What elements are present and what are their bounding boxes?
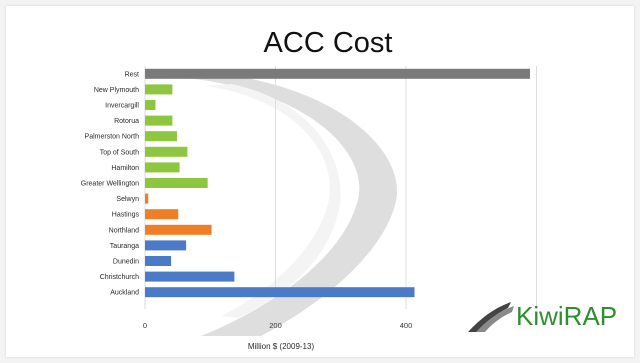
category-label: Palmerston North	[85, 134, 140, 141]
category-label: Hastings	[112, 212, 140, 219]
category-label: Greater Wellington	[81, 181, 139, 188]
category-label: Auckland	[110, 290, 139, 297]
x-tick-label-0: 0	[143, 321, 147, 330]
category-label: Invercargill	[105, 103, 139, 110]
bar-auckland	[145, 287, 415, 298]
bar-rotorua	[145, 115, 173, 126]
category-label: Tauranga	[110, 243, 139, 250]
bar-invercargill	[145, 100, 156, 110]
bar-dunedin	[145, 256, 172, 266]
bar-tauranga	[145, 240, 187, 251]
category-labels: Rest New Plymouth Invercargill Rotorua Palme…	[81, 71, 140, 296]
bar-christchurch	[145, 271, 235, 282]
x-tick-label-2: 400	[400, 321, 413, 330]
kiwirap-logo: KiwiRAP	[468, 301, 617, 332]
category-label: Rotorua	[114, 118, 139, 125]
category-label: Dunedin	[113, 259, 139, 266]
bar-top-of-south	[145, 146, 188, 157]
category-label: Northland	[109, 227, 139, 234]
category-label: Christchurch	[100, 274, 139, 281]
category-label: Top of South	[100, 149, 139, 156]
category-label: Hamilton	[111, 165, 139, 172]
logo-text: KiwiRAP	[516, 301, 617, 331]
chart-title: ACC Cost	[264, 27, 393, 59]
bar-northland	[145, 224, 212, 235]
x-tick-label-1: 200	[269, 321, 282, 330]
bar-hastings	[145, 209, 179, 220]
bar-hamilton	[145, 162, 180, 173]
bars	[145, 68, 530, 298]
slide: Rest New Plymouth Invercargill Rotorua Palme…	[6, 6, 634, 357]
bar-selwyn	[145, 193, 149, 204]
tick-labels: 0 200 400	[143, 321, 412, 330]
category-label: Rest	[125, 71, 139, 78]
acc-cost-chart: Rest New Plymouth Invercargill Rotorua Palme…	[81, 27, 617, 351]
bar-palmerston-north	[145, 131, 177, 142]
bar-new-plymouth	[145, 84, 173, 95]
road-watermark	[156, 72, 398, 336]
bar-rest	[145, 68, 530, 79]
x-axis-label: Million $ (2009-13)	[248, 342, 315, 351]
category-label: Selwyn	[116, 196, 139, 203]
bar-greater-wellington	[145, 178, 208, 188]
category-label: New Plymouth	[94, 87, 139, 94]
